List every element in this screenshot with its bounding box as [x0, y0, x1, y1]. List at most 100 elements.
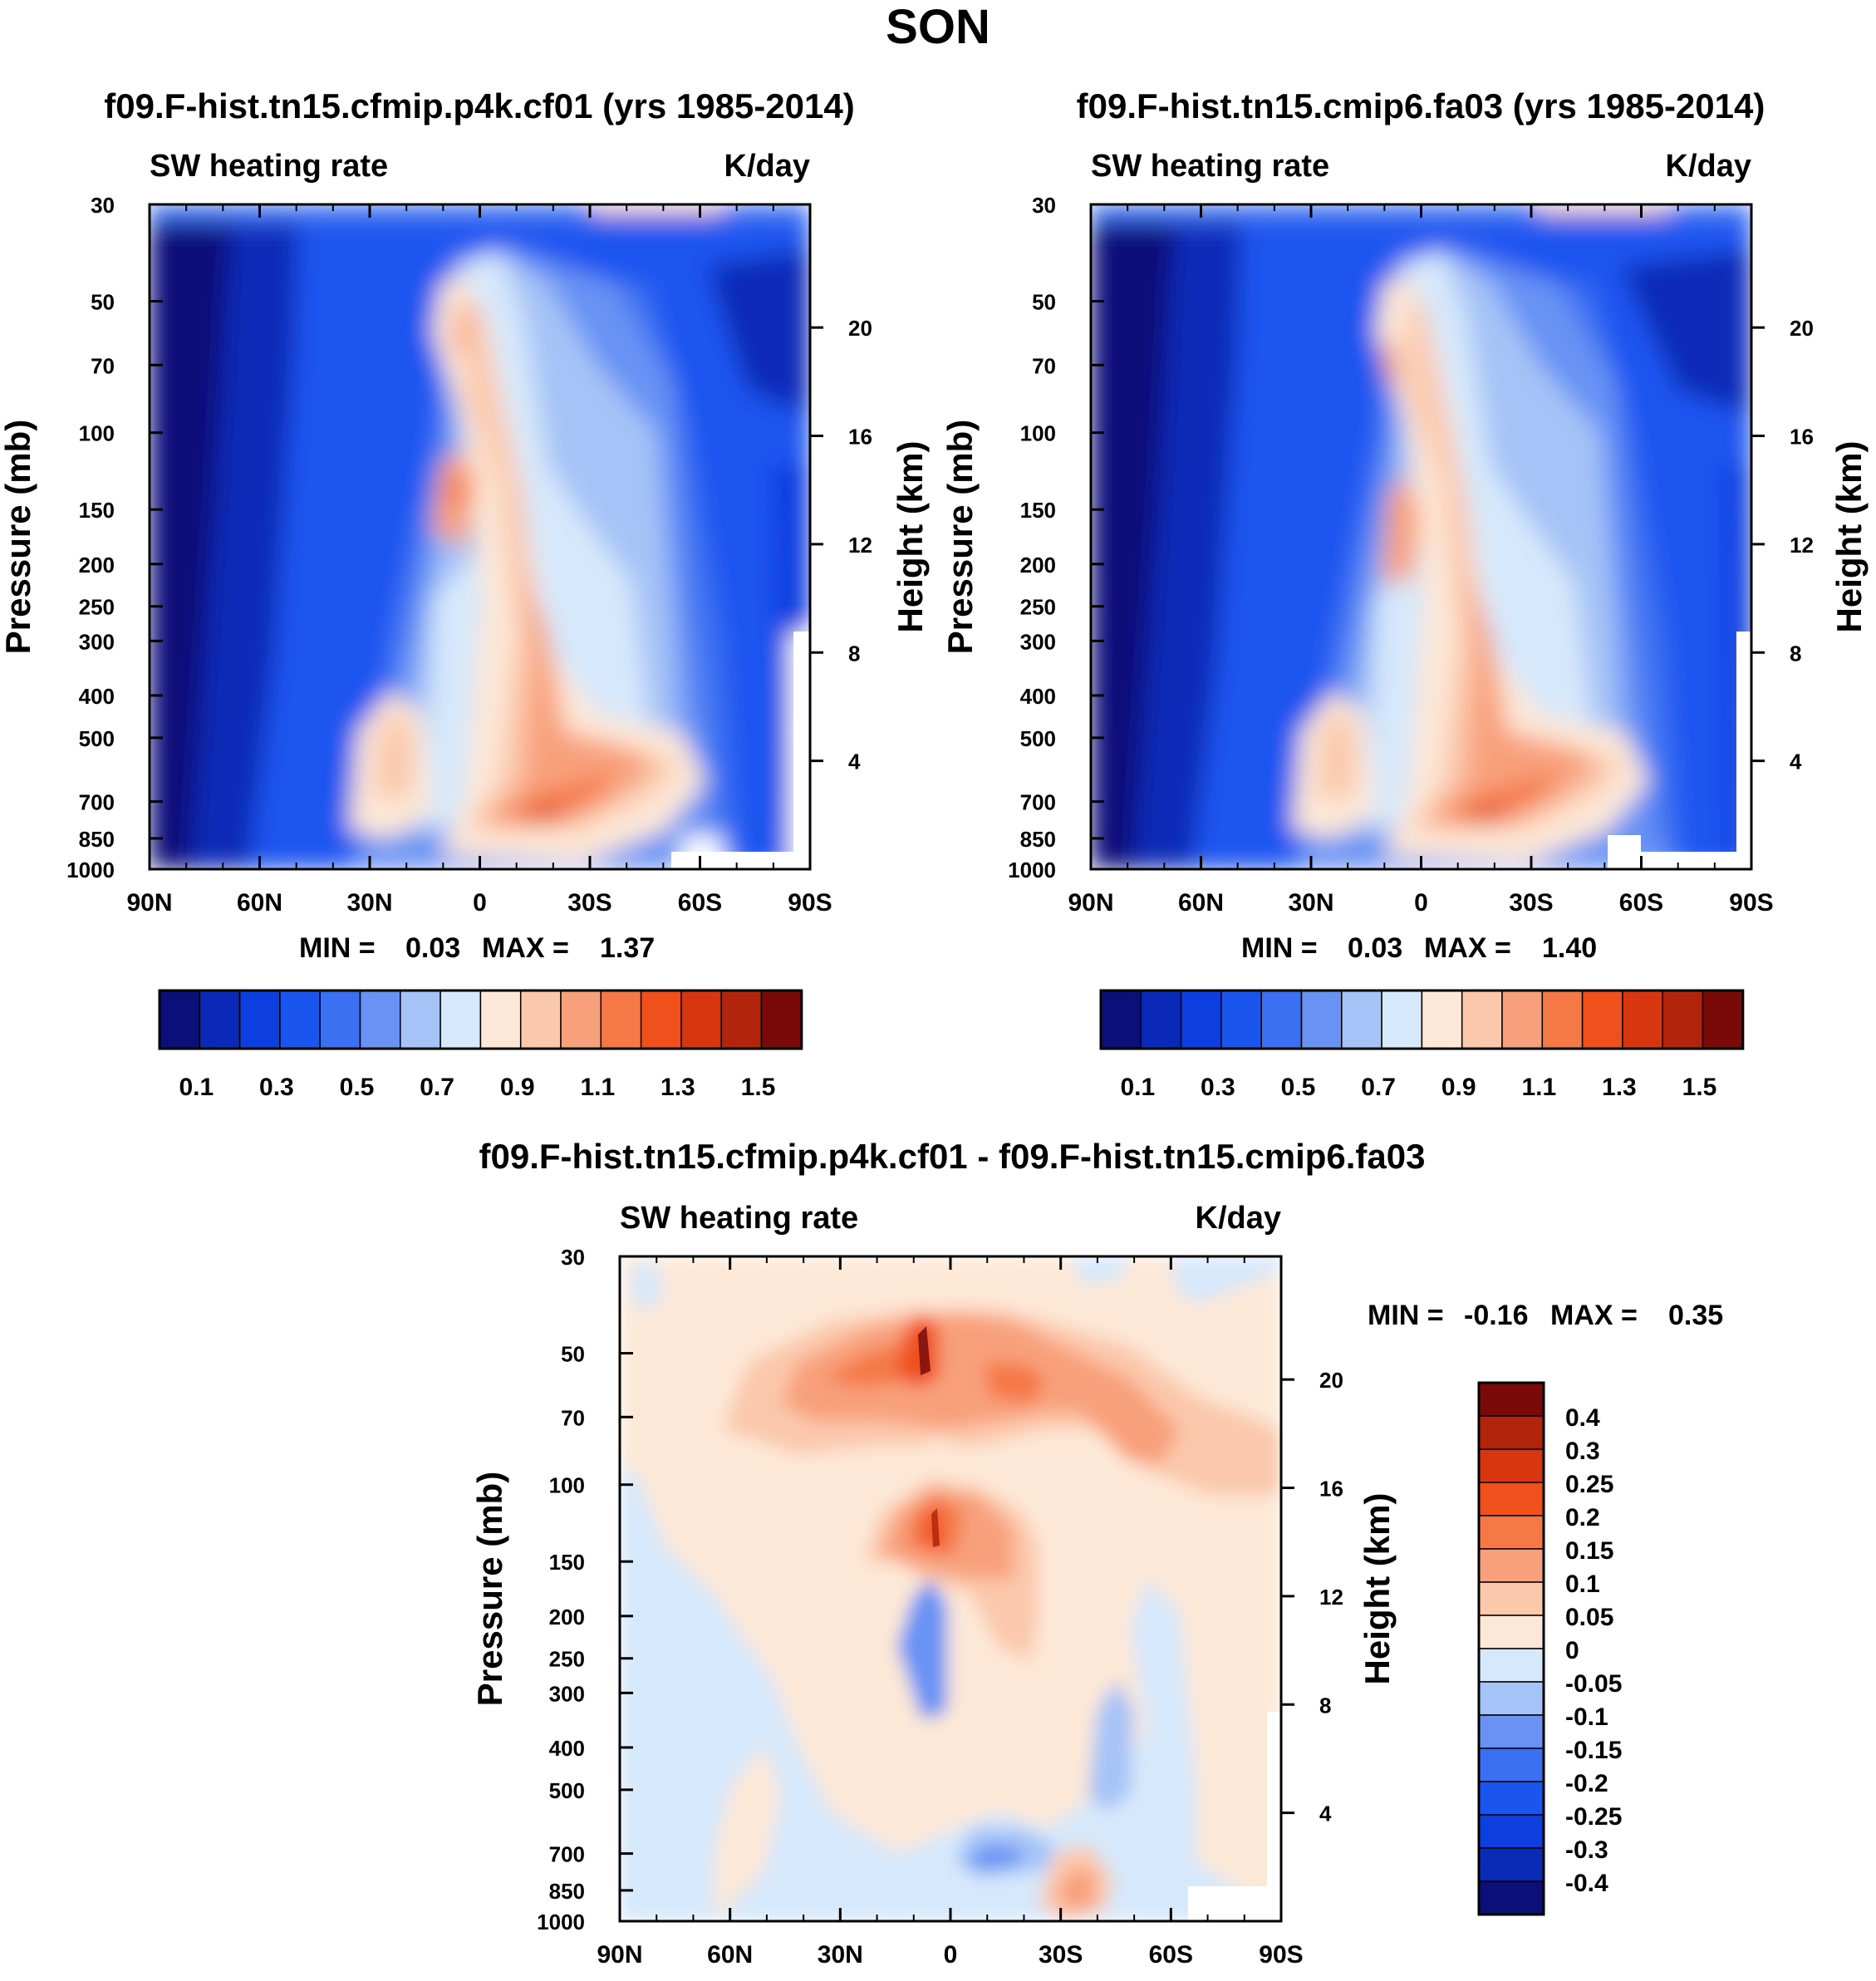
y2-tick-label: 12 — [848, 533, 872, 558]
colorbar-label: 1.3 — [661, 1074, 695, 1101]
x-tick-label: 60N — [237, 889, 282, 917]
colorbar-swatch — [1381, 990, 1423, 1049]
colorbar-swatch — [1140, 990, 1182, 1049]
y2-tick-label: 4 — [848, 750, 861, 774]
y-tick-label: 70 — [91, 353, 115, 378]
colorbar-swatch — [159, 990, 201, 1049]
colorbar-swatch — [1478, 1382, 1545, 1417]
colorbar-swatch — [1300, 990, 1343, 1049]
y-tick-label: 50 — [561, 1342, 585, 1367]
colorbar-label: -0.2 — [1565, 1770, 1608, 1797]
x-tick-label: 90N — [1068, 889, 1113, 917]
colorbar-label: 0.05 — [1565, 1604, 1613, 1631]
y-tick-label: 1000 — [1008, 858, 1056, 882]
y2-tick-label: 20 — [1790, 316, 1814, 341]
panel-2-colorbar: 0.1 0.3 0.5 0.7 0.9 1.1 1.3 1.5 — [1099, 989, 1745, 1101]
x-tick-label: 90S — [1259, 1941, 1303, 1969]
panel-2-y2label: Height (km) — [1829, 441, 1869, 633]
y-tick-label: 700 — [549, 1842, 585, 1867]
panel-1-min-label: MIN = — [299, 932, 376, 964]
x-tick-label: 30N — [1288, 889, 1333, 917]
colorbar-swatch — [1478, 1880, 1545, 1915]
colorbar-swatch — [1478, 1615, 1545, 1649]
y-tick-label: 30 — [91, 193, 115, 218]
colorbar-swatch — [1478, 1648, 1545, 1683]
colorbar-label: -0.25 — [1565, 1803, 1622, 1831]
panel-2: f09.F-hist.tn15.cmip6.fa03 (yrs 1985-201… — [940, 86, 1869, 1101]
colorbar-swatch — [479, 990, 522, 1049]
panel-1-right-label: K/day — [724, 149, 810, 184]
panel-3-ylabel: Pressure (mb) — [470, 1472, 509, 1706]
y-tick-label: 200 — [1020, 553, 1056, 578]
panel-1-left-label: SW heating rate — [150, 149, 388, 184]
y-tick-label: 850 — [79, 827, 115, 852]
panel-1-colorbar: 0.1 0.3 0.5 0.7 0.9 1.1 1.3 1.5 — [158, 989, 803, 1101]
x-tick-label: 30N — [818, 1941, 863, 1969]
colorbar-swatch — [1581, 990, 1623, 1049]
y-tick-label: 1000 — [66, 858, 115, 882]
y-tick-label: 150 — [79, 498, 115, 523]
panel-1-field — [150, 204, 810, 869]
y-tick-label: 300 — [549, 1681, 585, 1706]
x-tick-label: 90S — [1729, 889, 1773, 917]
y-tick-label: 100 — [549, 1473, 585, 1498]
y2-tick-label: 8 — [1319, 1693, 1331, 1718]
y-tick-label: 400 — [79, 684, 115, 709]
colorbar-frame — [1477, 1381, 1545, 1916]
colorbar-swatch — [1341, 990, 1382, 1049]
colorbar-swatch — [1478, 1482, 1545, 1516]
colorbar-label: 0.5 — [340, 1074, 375, 1101]
panel-3-field — [620, 1256, 1281, 1921]
y2-tick-label: 16 — [1790, 425, 1814, 450]
y2-tick-label: 12 — [1319, 1585, 1343, 1610]
panel-1-axes: 90N 60N 30N 0 30S 60S 90S 30 50 70 100 150 200 250 300… — [66, 193, 872, 917]
panel-3: f09.F-hist.tn15.cfmip.p4k.cf01 - f09.F-h… — [470, 1137, 1723, 1969]
y-tick-label: 700 — [1020, 790, 1056, 815]
y-tick-label: 200 — [549, 1605, 585, 1630]
panel-2-stats: MIN = 0.03 MAX = 1.40 — [1241, 932, 1597, 964]
panel-3-right-label: K/day — [1196, 1201, 1281, 1236]
colorbar-label: -0.4 — [1565, 1870, 1608, 1897]
x-tick-label: 60S — [1149, 1941, 1193, 1969]
y-tick-label: 850 — [549, 1879, 585, 1904]
colorbar-swatch — [1478, 1515, 1545, 1550]
colorbar-frame — [158, 989, 803, 1050]
colorbar-label: 0.1 — [1120, 1074, 1155, 1101]
panel-3-axes: 90N 60N 30N 0 30S 60S 90S 30 50 70 100 150 200 250 300… — [537, 1245, 1343, 1969]
panel-2-min-value: 0.03 — [1348, 932, 1402, 964]
y2-tick-label: 12 — [1790, 533, 1814, 558]
panel-1: f09.F-hist.tn15.cfmip.p4k.cf01 (yrs 1985… — [0, 86, 930, 1101]
y-tick-label: 500 — [549, 1778, 585, 1803]
colorbar-swatch — [1478, 1581, 1545, 1616]
colorbar-swatch — [720, 990, 763, 1049]
colorbar-label: 0.2 — [1565, 1504, 1600, 1531]
colorbar-swatch — [1478, 1415, 1545, 1450]
y2-tick-label: 20 — [848, 316, 872, 341]
panel-3-max-value: 0.35 — [1668, 1300, 1723, 1331]
y-tick-label: 250 — [549, 1647, 585, 1672]
colorbar-frame — [1099, 989, 1745, 1050]
colorbar-swatch — [1501, 990, 1544, 1049]
y2-tick-label: 8 — [1790, 641, 1801, 666]
colorbar-label: 0.1 — [179, 1074, 214, 1101]
panel-3-y2label: Height (km) — [1358, 1493, 1397, 1685]
colorbar-swatch — [1478, 1748, 1545, 1782]
colorbar-label: 0 — [1565, 1637, 1579, 1664]
y-tick-label: 150 — [1020, 498, 1056, 523]
colorbar-swatch — [1421, 990, 1463, 1049]
panel-1-max-label: MAX = — [482, 932, 569, 964]
x-tick-label: 0 — [1414, 889, 1428, 917]
colorbar-swatch — [680, 990, 722, 1049]
colorbar-swatch — [1478, 1714, 1545, 1749]
colorbar-swatch — [1662, 990, 1704, 1049]
panel-3-colorbar: 0.4 0.3 0.25 0.2 0.15 0.1 0.05 0 -0.05 -0.1 -0.15 -… — [1477, 1381, 1622, 1916]
x-tick-label: 60N — [1178, 889, 1224, 917]
colorbar-swatch — [560, 990, 602, 1049]
colorbar-swatch — [1100, 990, 1142, 1049]
panel-2-max-label: MAX = — [1424, 932, 1511, 964]
panel-1-y2label: Height (km) — [891, 441, 930, 633]
colorbar-label: 0.7 — [420, 1074, 454, 1101]
x-tick-label: 60S — [1619, 889, 1663, 917]
colorbar-label: 0.3 — [259, 1074, 294, 1101]
